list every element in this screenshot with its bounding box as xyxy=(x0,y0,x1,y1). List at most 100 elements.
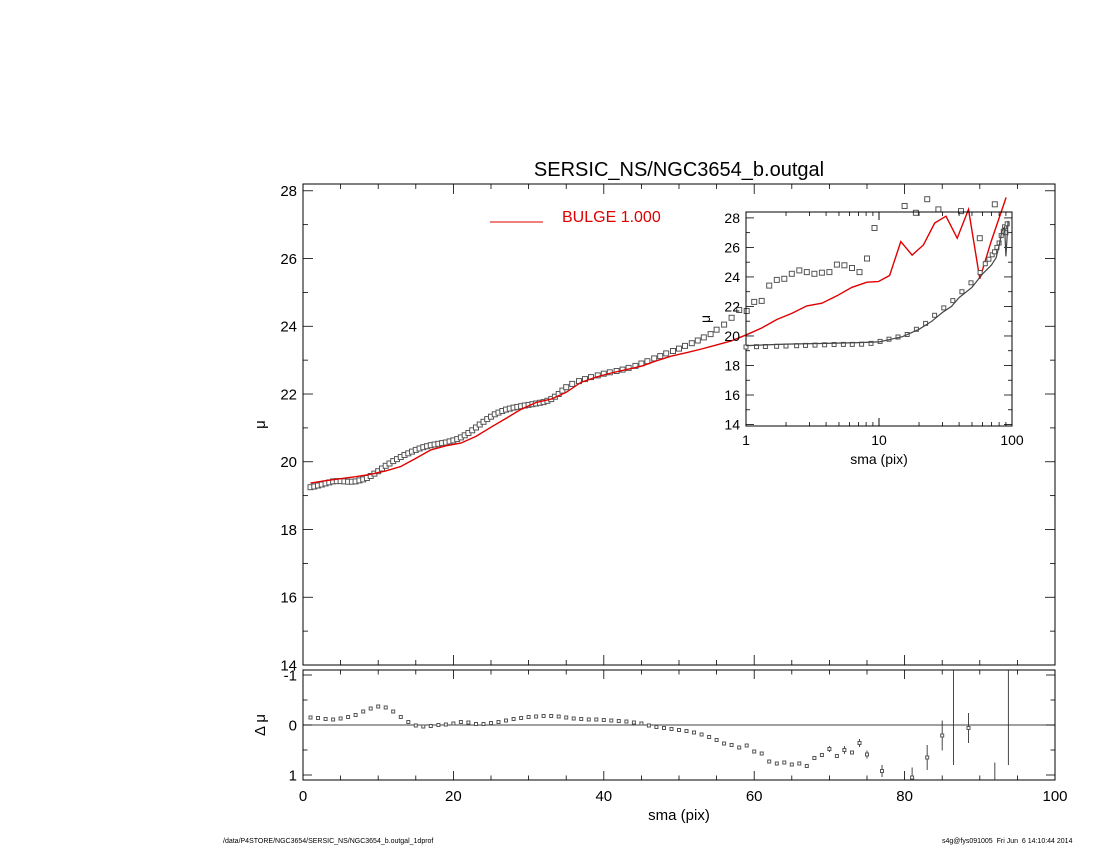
data-point xyxy=(376,704,381,709)
data-point xyxy=(826,269,833,276)
data-point xyxy=(935,206,942,213)
data-point xyxy=(654,725,659,729)
data-point xyxy=(958,208,964,215)
data-point xyxy=(925,755,930,760)
x-tick-label: 1 xyxy=(742,432,750,448)
data-point xyxy=(880,769,884,773)
data-point xyxy=(694,337,701,344)
data-point xyxy=(713,326,720,333)
data-point xyxy=(579,717,584,721)
data-point xyxy=(451,721,456,726)
data-point xyxy=(721,321,728,328)
data-point xyxy=(950,298,956,304)
data-point xyxy=(868,340,874,346)
data-point xyxy=(924,196,931,203)
data-point xyxy=(391,709,396,714)
data-point xyxy=(331,717,336,722)
data-point xyxy=(932,312,938,318)
y-tick-label: 20 xyxy=(724,328,740,344)
data-point xyxy=(616,719,621,723)
data-point xyxy=(707,735,712,739)
x-tick-label: 80 xyxy=(896,788,913,805)
inset-axes-frame xyxy=(745,211,1013,427)
data-point xyxy=(663,350,670,357)
y-tick-label: 22 xyxy=(724,298,740,314)
y-tick-label: -1 xyxy=(284,667,297,684)
data-point xyxy=(818,269,825,276)
data-point xyxy=(941,305,947,311)
data-point xyxy=(968,280,974,286)
y-tick-label: 16 xyxy=(724,387,740,403)
y-tick-label: 26 xyxy=(280,251,297,268)
data-point xyxy=(571,716,576,721)
data-point xyxy=(803,269,810,276)
data-point xyxy=(910,775,915,780)
data-point xyxy=(526,715,531,719)
data-point xyxy=(406,720,411,724)
data-point xyxy=(670,348,676,354)
data-point xyxy=(912,209,919,216)
data-point xyxy=(682,342,688,349)
data-point xyxy=(601,718,606,722)
x-tick-label: 10 xyxy=(871,432,887,448)
data-point xyxy=(519,716,524,720)
data-point xyxy=(559,387,566,394)
data-point xyxy=(474,722,478,726)
model-profile-line xyxy=(745,220,1009,347)
y-tick-label: 24 xyxy=(724,269,740,285)
data-point xyxy=(564,715,569,720)
data-point xyxy=(534,714,539,719)
y-tick-label: 18 xyxy=(280,522,297,539)
y-tick-label: 16 xyxy=(280,590,297,607)
data-point xyxy=(822,342,828,348)
data-point xyxy=(481,722,486,726)
data-point xyxy=(316,716,320,720)
chart-title: SERSIC_NS/NGC3654_b.outgal xyxy=(534,159,824,181)
data-point xyxy=(436,723,441,727)
data-point xyxy=(646,723,651,728)
data-point xyxy=(700,334,707,341)
data-point xyxy=(511,717,516,721)
y-tick-label: 28 xyxy=(280,183,297,200)
data-point xyxy=(692,730,696,735)
data-point xyxy=(744,743,749,748)
data-point xyxy=(353,713,358,717)
y-tick-label: 24 xyxy=(280,319,297,336)
data-point xyxy=(986,256,992,262)
data-point xyxy=(676,345,682,352)
data-point xyxy=(871,225,878,231)
data-point xyxy=(609,718,614,723)
data-point xyxy=(773,276,780,283)
data-point xyxy=(849,265,855,271)
data-point xyxy=(811,270,818,277)
y-tick-label: 20 xyxy=(280,454,297,471)
y-tick-label: 28 xyxy=(724,210,740,226)
inset-log-plot: 1 10 100 14 16 18 20 22 24 26 28 μ sma (pix) xyxy=(697,210,1024,467)
data-point xyxy=(751,298,758,305)
data-point xyxy=(819,753,824,757)
data-point xyxy=(361,709,366,714)
legend-label: BULGE 1.000 xyxy=(562,209,661,226)
data-point xyxy=(842,748,847,752)
data-point xyxy=(549,714,554,718)
data-point xyxy=(631,720,636,725)
data-point xyxy=(752,749,757,754)
data-point xyxy=(699,732,704,737)
data-point xyxy=(624,719,629,724)
data-point xyxy=(827,747,832,751)
data-point xyxy=(657,353,664,360)
data-point xyxy=(346,715,351,719)
data-point xyxy=(669,727,674,731)
data-point xyxy=(788,270,795,277)
footer-path: /data/P4STORE/NGC3654/SERSIC_NS/NGC3654_… xyxy=(223,838,434,845)
data-point xyxy=(992,249,998,255)
data-point xyxy=(759,751,764,756)
data-point xyxy=(804,764,809,768)
data-point xyxy=(812,756,817,760)
data-point xyxy=(782,760,787,765)
data-point xyxy=(707,331,714,338)
data-point xyxy=(901,203,908,209)
data-point xyxy=(563,384,570,391)
data-point xyxy=(831,342,837,347)
x-tick-label: 100 xyxy=(1000,432,1024,448)
